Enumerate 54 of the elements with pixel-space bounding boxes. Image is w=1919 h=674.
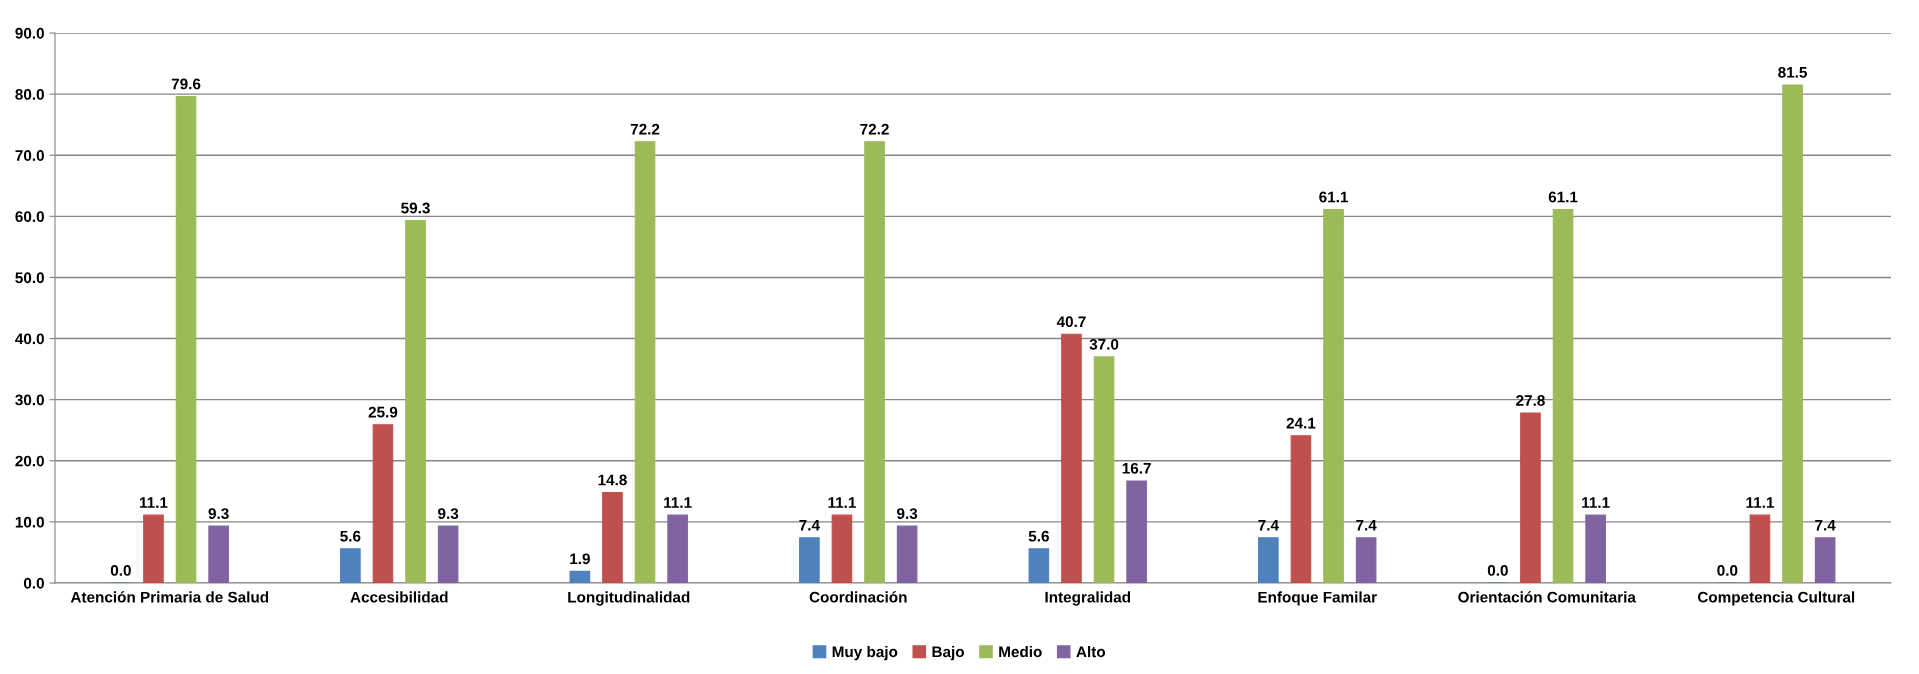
data-label: 11.1 xyxy=(1746,497,1774,508)
data-label: 7.4 xyxy=(1258,519,1279,531)
legend-label: Muy bajo xyxy=(832,646,898,661)
data-label: 27.8 xyxy=(1516,395,1545,406)
data-label: 72.2 xyxy=(630,123,660,135)
data-label: 5.6 xyxy=(1028,530,1049,542)
data-label: 9.3 xyxy=(208,508,229,519)
x-tick-label: Orientación Comunitaria xyxy=(1458,591,1636,603)
data-label: 81.5 xyxy=(1778,66,1807,78)
x-tick-label: Accesibilidad xyxy=(350,591,448,603)
data-label: 0.0 xyxy=(1487,564,1508,576)
data-label: 14.8 xyxy=(598,474,627,486)
data-label: 7.4 xyxy=(1356,519,1377,531)
y-tick-label: 40.0 xyxy=(15,333,44,345)
data-label: 24.1 xyxy=(1286,417,1316,429)
data-label: 59.3 xyxy=(401,202,430,214)
data-label: 11.1 xyxy=(664,497,692,508)
y-tick-label: 50.0 xyxy=(15,272,44,284)
data-label: 61.1 xyxy=(1548,191,1578,203)
data-label: 11.1 xyxy=(828,497,856,508)
data-label: 0.0 xyxy=(1717,564,1738,576)
data-label: 9.3 xyxy=(438,508,459,519)
data-label: 9.3 xyxy=(897,508,918,519)
y-tick-label: 70.0 xyxy=(15,150,44,161)
data-label: 79.6 xyxy=(171,78,201,90)
data-label: 37.0 xyxy=(1089,338,1119,350)
x-tick-label: Coordinación xyxy=(809,591,907,603)
data-label: 25.9 xyxy=(368,406,398,418)
data-label: 40.7 xyxy=(1056,316,1086,328)
x-tick-label: Enfoque Familar xyxy=(1258,591,1377,606)
data-label: 7.4 xyxy=(1815,519,1836,531)
y-tick-label: 80.0 xyxy=(15,88,44,100)
y-tick-label: 90.0 xyxy=(15,27,44,39)
data-label: 16.7 xyxy=(1122,462,1151,474)
y-tick-label: 60.0 xyxy=(15,211,44,223)
x-tick-label: Longitudinalidad xyxy=(568,591,690,606)
data-label: 11.1 xyxy=(1582,497,1610,508)
legend-label: Alto xyxy=(1076,646,1106,658)
data-label: 7.4 xyxy=(799,519,820,531)
data-label: 5.6 xyxy=(340,530,361,542)
legend-label: Bajo xyxy=(932,646,965,661)
data-label: 72.2 xyxy=(860,123,889,135)
data-label: 11.1 xyxy=(139,497,168,508)
x-tick-label: Atención Primaria de Salud xyxy=(70,591,269,603)
y-tick-label: 20.0 xyxy=(15,455,44,467)
legend-label: Medio xyxy=(999,646,1042,658)
x-tick-label: Competencia Cultural xyxy=(1697,591,1855,606)
data-label: 1.9 xyxy=(570,553,590,565)
y-tick-label: 30.0 xyxy=(15,394,44,406)
y-tick-label: 10.0 xyxy=(15,516,44,528)
data-label: 0.0 xyxy=(110,564,131,576)
data-label: 61.1 xyxy=(1319,191,1348,203)
x-tick-label: Integralidad xyxy=(1045,591,1131,606)
y-tick-label: 0.0 xyxy=(23,577,44,589)
